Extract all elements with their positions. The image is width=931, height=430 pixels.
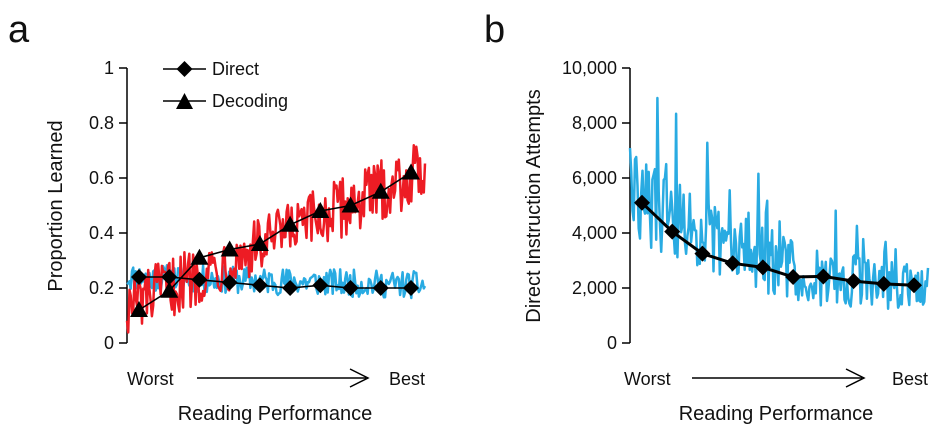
series-line: [640, 201, 915, 287]
panel-a-xlabel: Reading Performance: [178, 403, 373, 425]
y-tick-label: 0.6: [89, 168, 114, 188]
y-tick-label: 0.2: [89, 278, 114, 298]
data-point: [845, 273, 862, 290]
data-point: [372, 280, 389, 296]
data-point: [131, 269, 147, 285]
panel-b-plot: 0 2,000 4,000 6,000 8,000 10,000: [562, 58, 930, 353]
series-line: [138, 171, 412, 311]
y-tick-label: 6,000: [572, 168, 617, 188]
data-point: [371, 182, 390, 199]
data-point: [281, 215, 300, 232]
legend: Direct Decoding: [163, 59, 288, 111]
data-point: [221, 274, 238, 291]
panel-a-direction-arrow: [197, 368, 370, 388]
y-tick-label: 4,000: [572, 223, 617, 243]
data-point: [694, 245, 711, 262]
y-tick-label: 0.8: [89, 113, 114, 133]
y-tick-label: 1: [104, 58, 114, 78]
data-point: [251, 277, 268, 294]
data-point: [312, 277, 329, 294]
data-point: [815, 268, 832, 285]
panel-a-plot: 0 0.2 0.4 0.6 0.8 1: [89, 58, 427, 353]
panel-a-x-start: Worst: [127, 369, 174, 389]
legend-label-direct: Direct: [212, 59, 259, 79]
data-point: [191, 271, 208, 288]
panel-b-label: b: [484, 9, 505, 51]
legend-label-decoding: Decoding: [212, 91, 288, 111]
data-point: [161, 269, 178, 285]
data-point: [402, 163, 420, 180]
series-line: [139, 276, 411, 289]
data-point: [754, 259, 771, 276]
data-point: [906, 277, 922, 294]
panel-b-x-start: Worst: [624, 369, 671, 389]
panel-b-ylabel: Direct Instruction Attempts: [523, 89, 545, 322]
data-point: [664, 223, 681, 240]
raw-series-line: [125, 143, 427, 334]
data-point: [250, 235, 269, 251]
data-point: [875, 275, 892, 292]
panel-a-label: a: [8, 9, 30, 51]
panel-b-direction-arrow: [692, 368, 866, 388]
panel-a-ylabel: Proportion Learned: [45, 120, 67, 291]
data-point: [160, 281, 179, 298]
panel-a-x-end: Best: [389, 369, 425, 389]
data-point: [785, 269, 802, 285]
data-point: [220, 240, 239, 257]
data-point: [724, 255, 741, 272]
y-tick-label: 10,000: [562, 58, 617, 78]
panel-b-x-end: Best: [892, 369, 928, 389]
legend-diamond-marker: [176, 61, 193, 77]
legend-triangle-marker: [176, 93, 193, 109]
data-point: [342, 280, 359, 296]
data-point: [311, 202, 330, 218]
y-tick-label: 0: [104, 333, 114, 353]
y-tick-label: 8,000: [572, 113, 617, 133]
data-point: [341, 196, 360, 213]
raw-series-line: [126, 264, 427, 300]
data-point: [130, 301, 148, 317]
panel-b-xlabel: Reading Performance: [679, 403, 874, 425]
y-tick-label: 2,000: [572, 278, 617, 298]
data-point: [403, 280, 419, 296]
data-point: [634, 194, 650, 211]
y-tick-label: 0.4: [89, 223, 114, 243]
raw-series-line: [628, 96, 930, 310]
y-tick-label: 0: [607, 333, 617, 353]
data-point: [282, 280, 299, 296]
data-point: [190, 248, 209, 265]
